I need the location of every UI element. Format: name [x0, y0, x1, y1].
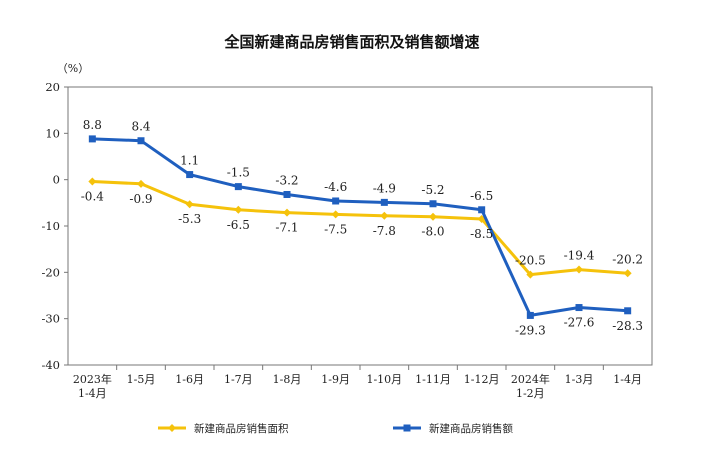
series-1-point	[331, 210, 340, 219]
legend-label: 新建商品房销售面积	[194, 422, 289, 435]
series-2-point	[624, 307, 632, 315]
series-2-point	[332, 197, 340, 205]
x-tick-label: 1-8月	[273, 373, 302, 386]
amount-value-label: -4.6	[324, 180, 347, 194]
area-value-label: -8.5	[470, 227, 493, 241]
series-2-point	[137, 137, 145, 145]
area-value-label: -8.0	[421, 225, 444, 239]
x-tick-label: 1-6月	[175, 373, 204, 386]
amount-value-label: -28.3	[612, 319, 643, 333]
axes: 20 10 0 -10 -20 -30 -40 2023年 1-4月 1-5月 1-6月 1-7月 1-…	[41, 80, 653, 400]
legend-item-1: 新建商品房销售面积	[158, 422, 289, 435]
series-1-point	[137, 179, 145, 188]
y-tick-label: -40	[41, 358, 60, 372]
legend-item-2: 新建商品房销售额	[393, 422, 513, 435]
area-value-label: -20.5	[515, 254, 546, 268]
area-value-label: -19.4	[564, 249, 595, 263]
legend-swatch-marker	[168, 424, 176, 432]
x-tick-label: 1-5月	[127, 373, 156, 386]
amount-value-label: -27.6	[564, 316, 595, 330]
series-1-point	[88, 177, 97, 186]
x-tick-label: 2023年 1-4月	[73, 372, 112, 400]
x-tick-label: 2024年 1-2月	[511, 372, 550, 400]
series-1-point	[575, 265, 583, 274]
amount-value-label: 8.8	[83, 118, 102, 132]
y-tick-label: -30	[41, 312, 60, 326]
x-tick-label: 1-4月	[613, 373, 642, 386]
legend: 新建商品房销售面积 新建商品房销售额	[158, 422, 513, 435]
series-1-point	[623, 269, 632, 278]
amount-value-label: -5.2	[421, 183, 444, 197]
y-axis-unit: （%）	[57, 62, 89, 75]
series-2-point	[575, 304, 583, 312]
area-value-label: -0.9	[129, 192, 152, 206]
series-2-point	[478, 206, 486, 214]
area-value-label: -7.8	[373, 224, 396, 238]
y-tick-label: -10	[41, 219, 60, 233]
area-value-label: -7.5	[324, 222, 347, 236]
y-tick-label: -20	[41, 265, 60, 279]
series-2-point	[283, 190, 291, 198]
series-2-point	[88, 135, 96, 143]
amount-value-label: 8.4	[131, 120, 150, 134]
x-tick-label: 1-12月	[464, 373, 500, 386]
legend-swatch-marker	[403, 424, 411, 432]
series-2-point	[380, 198, 388, 206]
x-tick-label: 1-7月	[224, 373, 253, 386]
area-value-label: -20.2	[612, 252, 643, 266]
x-tick-label: 1-9月	[321, 373, 350, 386]
series-area	[88, 135, 632, 319]
area-value-label: -7.1	[275, 221, 298, 235]
series-1-point	[526, 270, 535, 279]
area-value-label: -0.4	[81, 190, 105, 204]
series-line-1	[92, 180, 628, 277]
amount-value-label: -4.9	[373, 181, 396, 195]
series-line-2	[92, 137, 628, 317]
y-tick-label: 0	[53, 173, 60, 187]
x-tick-label: 1-3月	[565, 373, 594, 386]
series-1-point	[234, 205, 243, 214]
legend-label: 新建商品房销售额	[429, 422, 513, 435]
area-value-label: -6.5	[227, 218, 250, 232]
amount-value-label: -3.2	[275, 173, 298, 187]
x-tick-label: 1-11月	[415, 373, 451, 386]
series-2-point	[429, 200, 437, 208]
chart-title: 全国新建商品房销售面积及销售额增速	[223, 33, 479, 51]
x-tick-label: 1-10月	[366, 373, 402, 386]
y-tick-label: 20	[45, 80, 60, 94]
series-2-point	[526, 311, 534, 319]
amount-value-label: -6.5	[470, 189, 493, 203]
amount-value-label: 1.1	[180, 154, 199, 168]
series-1-point	[185, 200, 194, 209]
series-1-point	[429, 212, 437, 221]
y-tick-label: 10	[45, 126, 60, 140]
series-2-point	[186, 171, 194, 179]
series-1-point	[283, 208, 291, 217]
value-labels: -0.4 -0.9 -5.3 -6.5 -7.1 -7.5 -7.8 -8.0 -8.5 -20.…	[81, 118, 643, 338]
amount-value-label: -29.3	[515, 323, 546, 337]
area-value-label: -5.3	[178, 212, 201, 226]
series-2-point	[234, 183, 242, 191]
series-1-point	[380, 211, 389, 220]
amount-value-label: -1.5	[227, 166, 250, 180]
